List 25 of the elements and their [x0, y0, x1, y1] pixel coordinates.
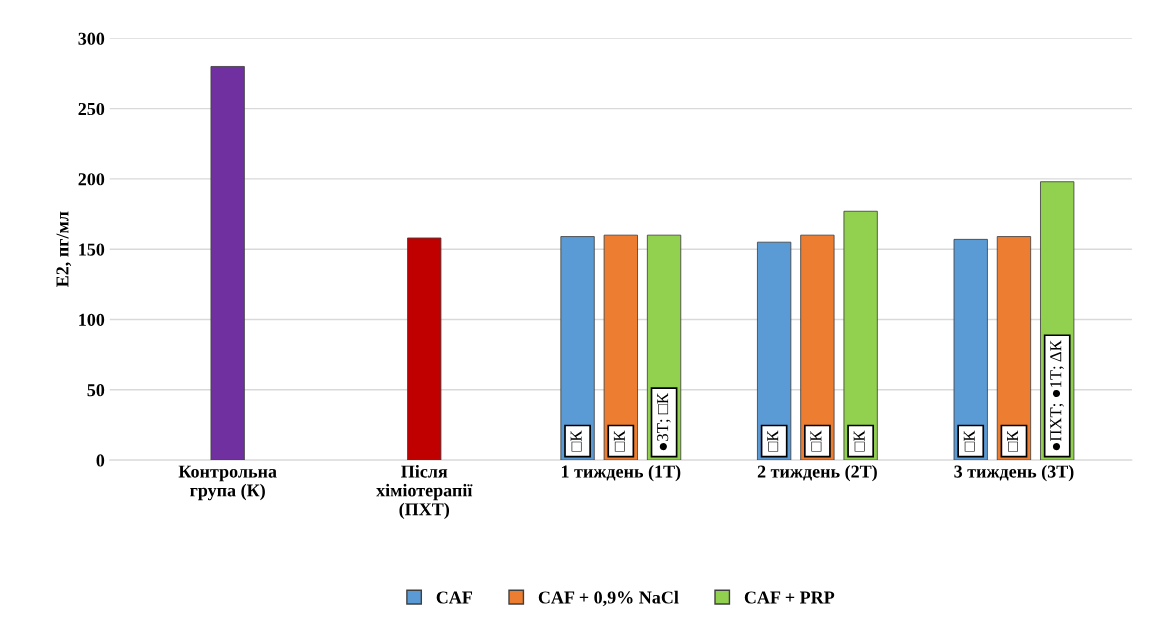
y-tick-label: 250 — [78, 102, 105, 116]
x-tick-label: Після хіміотерапії (ПХТ) — [376, 464, 473, 520]
annotation: ●ПХТ; ●1Т; ΔК — [1050, 340, 1064, 451]
annotation: □К — [1007, 430, 1018, 452]
annotation: □К — [963, 430, 975, 452]
y-tick-label: 100 — [79, 313, 105, 326]
x-tick-label: 2 тиждень (2Т) — [757, 464, 877, 482]
y-tick-label: 300 — [78, 32, 105, 45]
annotation: ●3Т; □К — [657, 393, 671, 451]
y-tick-label: 200 — [78, 173, 105, 186]
annotation: □К — [810, 430, 822, 452]
y-axis-title: E2, пг/мл — [56, 211, 72, 287]
annotation: □К — [767, 430, 779, 452]
y-tick-label: 0 — [96, 454, 105, 467]
annotation: □К — [613, 430, 625, 452]
legend-label: CAF — [436, 591, 473, 604]
legend-label: CAF + PRP — [744, 591, 835, 604]
legend-label: CAF + 0,9% NaCl — [538, 590, 679, 607]
annotation: □К — [570, 430, 582, 452]
x-tick-label: 1 тиждень (1Т) — [561, 464, 681, 482]
y-tick-label: 50 — [87, 384, 105, 397]
y-tick-label: 150 — [79, 243, 105, 256]
x-tick-label: 3 тиждень (3Т) — [954, 464, 1074, 482]
annotation: □К — [853, 430, 865, 452]
x-tick-label: Контрольна група (К) — [178, 465, 277, 501]
